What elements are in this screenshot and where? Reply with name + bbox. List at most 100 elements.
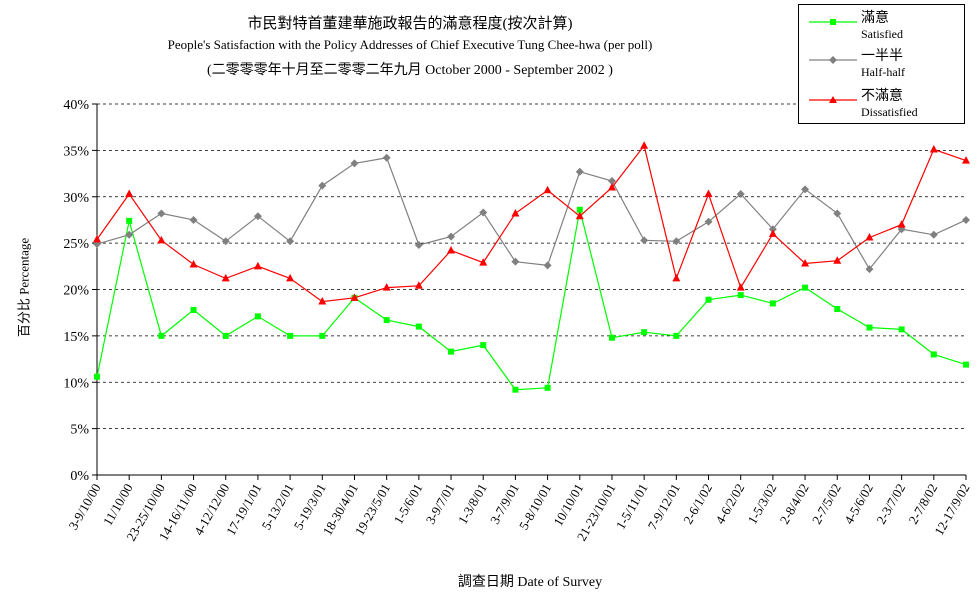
data-point xyxy=(801,259,810,267)
legend-swatch-dissatisfied xyxy=(809,96,857,103)
x-tick-label: 1-5/6/01 xyxy=(390,481,425,527)
data-point xyxy=(222,332,229,339)
x-tick-label: 2-6/1/02 xyxy=(680,481,715,527)
legend-label-satisfied-en: Satisfied xyxy=(861,27,903,41)
data-point xyxy=(383,317,390,324)
x-tick-label: 2-8/4/02 xyxy=(777,481,812,527)
data-point xyxy=(318,181,327,190)
data-point xyxy=(575,211,584,220)
x-tick-label: 3-9/10/00 xyxy=(65,481,103,532)
series-line-0 xyxy=(96,209,967,391)
data-point xyxy=(415,323,422,330)
data-point xyxy=(126,217,133,224)
chart-subtitle: People's Satisfaction with the Policy Ad… xyxy=(167,37,653,52)
data-point xyxy=(641,329,648,336)
chart-subtitle-period: (二零零零年十月至二零零二年九月 October 2000 - Septembe… xyxy=(207,63,613,78)
y-tick-label: 0% xyxy=(70,469,89,484)
data-point xyxy=(221,273,230,282)
x-tick-label: 10/10/01 xyxy=(550,481,586,529)
data-point xyxy=(319,332,326,339)
x-tick-label: 2-3/7/02 xyxy=(873,481,908,527)
legend-swatch-satisfied xyxy=(809,19,857,25)
data-point xyxy=(736,283,745,291)
data-point xyxy=(414,240,423,249)
data-point xyxy=(736,189,745,198)
data-point xyxy=(479,258,488,266)
legend-label-half-half-en: Half-half xyxy=(861,65,905,79)
data-point xyxy=(512,386,519,393)
y-tick-label: 25% xyxy=(63,237,89,252)
data-point xyxy=(866,324,873,331)
data-point xyxy=(672,237,681,246)
data-point xyxy=(704,217,713,226)
data-point xyxy=(94,373,100,380)
data-point xyxy=(543,261,552,270)
data-point xyxy=(962,215,970,224)
x-tick-label: 1-5/3/02 xyxy=(744,481,779,527)
data-point xyxy=(511,208,520,217)
legend-label-dissatisfied: 不滿意 xyxy=(861,89,903,104)
y-tick-label: 5% xyxy=(70,423,89,438)
data-point xyxy=(189,215,198,224)
data-point xyxy=(350,159,359,168)
data-point xyxy=(287,332,294,339)
data-point xyxy=(480,342,487,349)
x-axis-label: 調查日期 Date of Survey xyxy=(457,575,603,590)
data-point xyxy=(801,185,810,194)
data-point xyxy=(382,153,391,162)
data-point xyxy=(865,233,874,241)
data-point xyxy=(189,259,198,268)
x-tick-label: 3-9/7/01 xyxy=(423,481,458,527)
data-point xyxy=(607,176,616,185)
data-point xyxy=(705,296,712,303)
data-point xyxy=(833,256,842,264)
data-point xyxy=(253,212,262,221)
legend-label-dissatisfied-en: Dissatisfied xyxy=(861,105,918,119)
data-point xyxy=(447,232,456,241)
data-point xyxy=(802,284,809,291)
legend-item-dissatisfied: 不滿意 Dissatisfied xyxy=(799,85,964,123)
data-point xyxy=(511,257,520,266)
data-point xyxy=(768,225,777,234)
data-point xyxy=(286,237,295,246)
data-point xyxy=(318,297,327,305)
data-point xyxy=(769,300,776,307)
data-point xyxy=(640,236,649,245)
data-point xyxy=(350,293,359,301)
data-point xyxy=(575,167,584,176)
data-point xyxy=(865,265,874,274)
y-tick-label: 40% xyxy=(63,98,89,113)
data-point xyxy=(125,189,134,197)
data-point xyxy=(544,384,551,391)
legend-label-satisfied: 滿意 xyxy=(861,11,889,26)
data-point xyxy=(608,334,615,341)
y-axis-label: 百分比 Percentage xyxy=(16,237,32,338)
data-point xyxy=(898,326,905,333)
data-point xyxy=(447,246,456,254)
data-point xyxy=(704,189,713,197)
y-tick-label: 20% xyxy=(63,284,89,299)
data-point xyxy=(897,220,906,228)
x-tick-label: 11/10/00 xyxy=(100,481,136,528)
y-tick-label: 35% xyxy=(63,144,89,159)
series-line-1 xyxy=(96,157,967,271)
y-tick-label: 30% xyxy=(63,191,89,206)
data-point xyxy=(158,332,165,339)
data-point xyxy=(834,305,841,312)
x-tick-label: 2-7/8/02 xyxy=(905,481,940,527)
data-point xyxy=(737,292,744,299)
data-point xyxy=(963,361,969,368)
data-point xyxy=(607,182,616,191)
data-point xyxy=(221,237,230,246)
series-line-2 xyxy=(96,144,967,303)
data-point xyxy=(382,283,391,291)
y-tick-label: 15% xyxy=(63,330,89,345)
x-tick-label: 4-5/6/02 xyxy=(841,481,876,527)
data-point xyxy=(930,351,937,358)
data-point xyxy=(448,348,455,355)
data-point xyxy=(672,273,681,282)
legend-item-half-half: 一半半 Half-half xyxy=(799,45,964,83)
legend-item-satisfied: 滿意 Satisfied xyxy=(799,7,964,45)
y-tick-label: 10% xyxy=(63,376,89,391)
